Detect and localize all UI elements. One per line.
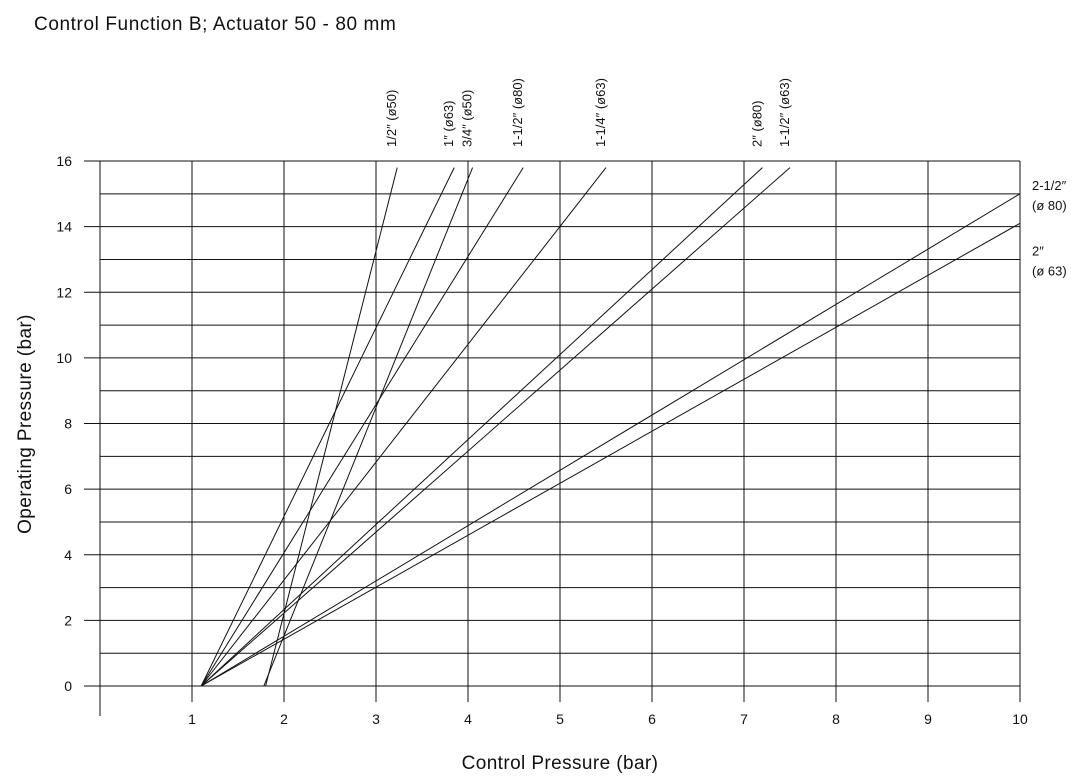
y-tick-label: 2: [64, 612, 72, 628]
x-tick-label: 8: [832, 711, 840, 727]
series-lines: [200, 167, 1021, 687]
series-labels: 1/2″ (ø50) 1″ (ø63) 3/4″ (ø50) 1-1/2″ (ø80)…: [384, 78, 1067, 278]
y-tick-label: 6: [64, 481, 72, 497]
y-axis-title: Operating Pressure (bar): [15, 314, 36, 534]
grid: [84, 160, 1021, 702]
series-label-top: 1″ (ø63): [441, 100, 456, 147]
series-line: [200, 167, 455, 687]
series-line: [200, 193, 1021, 687]
series-line: [263, 167, 474, 687]
series-label-top: 2″ (ø80): [749, 100, 764, 147]
x-tick-label: 10: [1012, 711, 1028, 727]
series-line: [200, 167, 791, 687]
series-label-top: 1/2″ (ø50): [384, 90, 399, 147]
y-tick-label: 10: [56, 350, 72, 366]
series-label-right: 2″: [1032, 243, 1044, 258]
y-tick-label: 14: [56, 219, 72, 235]
series-label-top: 3/4″ (ø50): [460, 90, 475, 147]
series-line: [265, 167, 398, 687]
y-tick-label: 0: [64, 678, 72, 694]
series-label-right: (ø 63): [1032, 263, 1067, 278]
series-line: [200, 167, 607, 687]
x-axis-title: Control Pressure (bar): [462, 753, 659, 774]
series-label-top: 1-1/2″ (ø63): [777, 78, 792, 147]
x-tick-label: 7: [740, 711, 748, 727]
y-tick-label: 4: [64, 547, 72, 563]
series-line: [200, 222, 1021, 687]
series-label-right: 2-1/2″: [1032, 178, 1067, 193]
x-tick-label: 6: [648, 711, 656, 727]
x-tick-label: 9: [924, 711, 932, 727]
y-tick-label: 12: [56, 284, 72, 300]
series-label-right: (ø 80): [1032, 198, 1067, 213]
series-line: [200, 167, 763, 687]
x-tick-label: 2: [280, 711, 288, 727]
x-tick-label: 5: [556, 711, 564, 727]
series-label-top: 1-1/4″ (ø63): [593, 78, 608, 147]
chart-title: Control Function B; Actuator 50 - 80 mm: [34, 14, 397, 35]
x-tick-label: 1: [188, 711, 196, 727]
series-label-top: 1-1/2″ (ø80): [510, 78, 525, 147]
y-tick-label: 8: [64, 416, 72, 432]
x-tick-label: 4: [464, 711, 472, 727]
series-line: [200, 167, 524, 687]
y-tick-label: 16: [56, 153, 72, 169]
x-tick-label: 3: [372, 711, 380, 727]
